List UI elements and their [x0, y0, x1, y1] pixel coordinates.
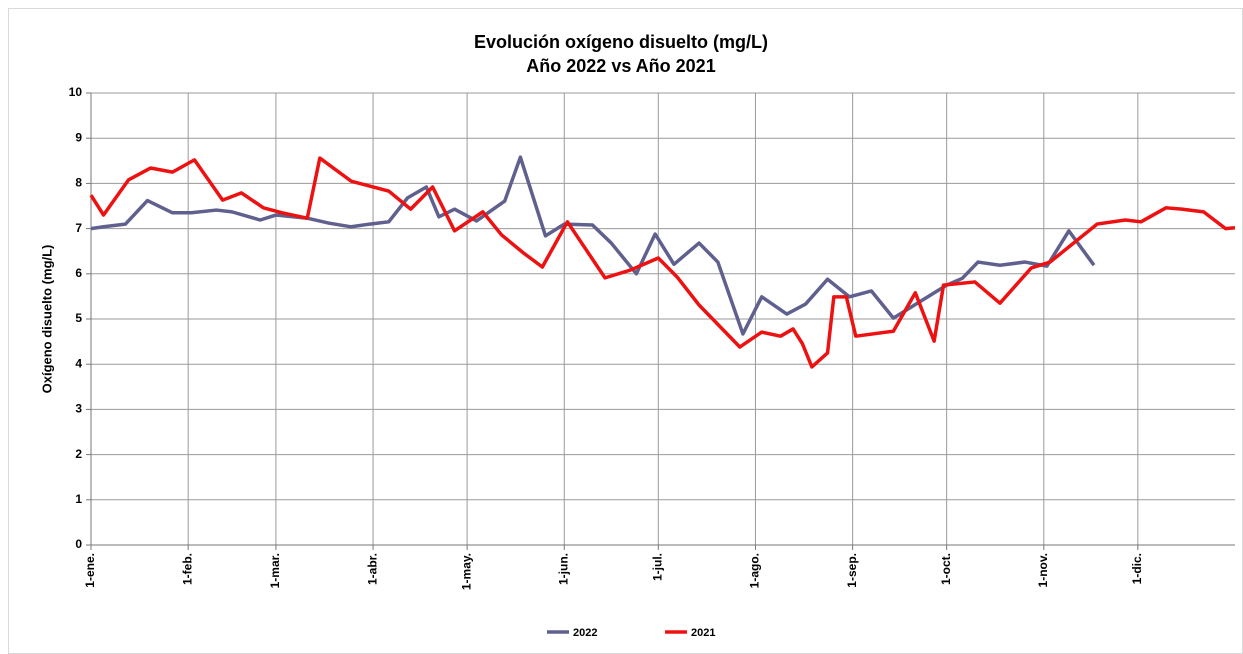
series-line [89, 156, 1236, 369]
y-tick-label: 10 [69, 85, 83, 99]
y-tick-label: 8 [75, 176, 82, 190]
x-tick-label: 1-dic. [1130, 553, 1144, 584]
x-tick-label: 1-ago. [748, 553, 762, 588]
x-tick-label: 1-may. [459, 553, 473, 590]
y-tick-label: 3 [75, 402, 82, 416]
x-tick-label: 1-jun. [556, 553, 570, 585]
x-tick-label: 1-abr. [365, 553, 379, 585]
y-tick-label: 2 [75, 447, 82, 461]
x-tick-label: 1-mar. [268, 553, 282, 588]
y-tick-label: 0 [75, 537, 82, 551]
y-tick-label: 9 [75, 130, 82, 144]
y-tick-label: 4 [75, 356, 82, 370]
x-tick-label: 1-ene. [83, 553, 97, 588]
x-tick-label: 1-sep. [845, 553, 859, 588]
y-tick-label: 5 [75, 311, 82, 325]
y-tick-label: 1 [75, 492, 82, 506]
legend-label: 2021 [691, 627, 715, 639]
y-tick-label: 7 [75, 221, 82, 235]
x-tick-label: 1-jul. [650, 553, 664, 581]
y-tick-label: 6 [75, 266, 82, 280]
legend-label: 2022 [573, 627, 597, 639]
chart-subtitle: Año 2022 vs Año 2021 [526, 56, 715, 76]
x-tick-label: 1-feb. [180, 553, 194, 585]
y-axis-label: Oxígeno disuelto (mg/L) [39, 245, 54, 394]
x-tick-label: 1-nov. [1036, 553, 1050, 587]
chart-title: Evolución oxígeno disuelto (mg/L) [474, 32, 768, 52]
x-tick-label: 1-oct. [939, 553, 953, 585]
